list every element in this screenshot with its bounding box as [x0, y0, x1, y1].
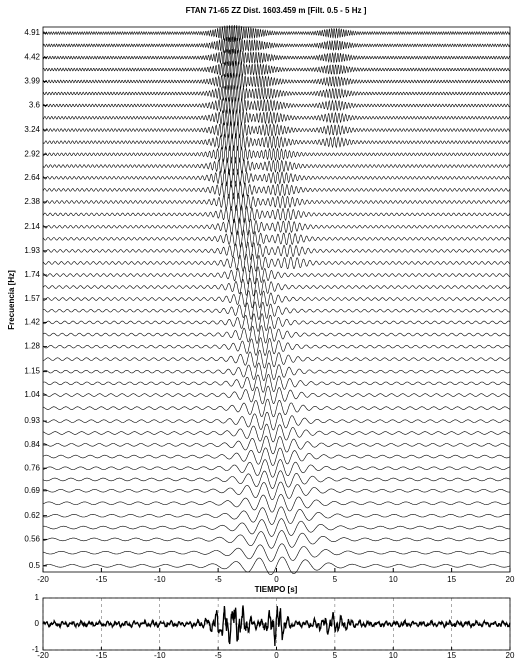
trace [42, 24, 511, 43]
trace [42, 72, 511, 91]
trace [42, 84, 511, 103]
x-tick-label: 5 [333, 651, 338, 660]
seismogram-trace [42, 605, 511, 647]
y-tick-label: 3.24 [24, 125, 40, 134]
trace [43, 265, 511, 285]
x-tick-label: 10 [389, 575, 398, 584]
trace [42, 60, 511, 79]
trace [42, 48, 511, 67]
trace [42, 145, 511, 164]
trace [43, 167, 510, 188]
trace [42, 556, 511, 575]
y-tick-label: 0.93 [24, 416, 40, 425]
trace [42, 447, 511, 466]
y-tick-label: 1.28 [24, 342, 40, 351]
y-tick-label: 0 [35, 619, 40, 628]
x-tick-label: -20 [37, 575, 49, 584]
chart-title: FTAN 71-65 ZZ Dist. 1603.459 m [Filt. 0.… [186, 6, 367, 15]
x-tick-label: 5 [333, 575, 338, 584]
y-tick-label: 1 [35, 593, 40, 602]
x-tick-label: 0 [274, 651, 279, 660]
trace [42, 374, 511, 393]
y-tick-label: 0.5 [29, 561, 41, 570]
trace [42, 481, 511, 501]
trace [42, 459, 511, 478]
trace [42, 289, 511, 309]
trace [42, 349, 510, 369]
y-tick-label: 1.57 [24, 294, 40, 303]
trace [42, 204, 511, 224]
trace [42, 301, 511, 321]
trace [42, 36, 511, 55]
y-tick-label: 2.92 [24, 149, 40, 158]
trace [42, 253, 511, 273]
trace [42, 506, 511, 525]
y-tick-label: 4.42 [24, 53, 40, 62]
y-tick-label: 0.84 [24, 440, 40, 449]
trace [42, 337, 511, 356]
y-tick-label: 0.62 [24, 511, 40, 520]
y-tick-label: 2.38 [24, 197, 40, 206]
trace [42, 411, 511, 431]
y-tick-label: 2.64 [24, 173, 40, 182]
trace [42, 277, 511, 297]
trace [43, 217, 510, 237]
x-tick-label: 20 [506, 651, 515, 660]
trace [42, 494, 511, 513]
x-tick-label: 10 [389, 651, 398, 660]
axes-frame [42, 26, 511, 573]
y-tick-label: 0.69 [24, 486, 40, 495]
trace [42, 325, 511, 344]
y-axis-label: Frecuencia [Hz] [7, 270, 16, 330]
axes-frame [42, 597, 511, 651]
x-tick-label: 20 [506, 575, 515, 584]
trace [42, 313, 511, 332]
trace [42, 229, 511, 249]
y-tick-label: 2.14 [24, 222, 40, 231]
trace [42, 385, 511, 405]
x-tick-label: -5 [215, 651, 223, 660]
trace [42, 180, 511, 200]
x-axis-label: TIEMPO [s] [255, 585, 298, 594]
trace [42, 120, 511, 139]
x-tick-label: 15 [447, 575, 456, 584]
trace [42, 192, 511, 212]
y-tick-label: 3.99 [24, 77, 40, 86]
trace [42, 241, 511, 261]
y-tick-label: -1 [32, 645, 40, 654]
x-tick-label: -15 [96, 651, 108, 660]
trace [42, 543, 511, 562]
trace [42, 423, 511, 443]
y-tick-label: 0.56 [24, 535, 40, 544]
y-tick-label: 0.76 [24, 463, 40, 472]
trace [42, 133, 511, 152]
x-tick-label: -20 [37, 651, 49, 660]
y-tick-label: 1.74 [24, 270, 40, 279]
x-tick-label: -10 [154, 575, 166, 584]
y-tick-label: 1.93 [24, 246, 40, 255]
x-tick-label: -5 [215, 575, 223, 584]
x-tick-label: 15 [447, 651, 456, 660]
trace [42, 398, 511, 418]
y-tick-label: 1.15 [24, 367, 40, 376]
trace [43, 518, 510, 537]
y-tick-label: 4.91 [24, 28, 40, 37]
trace [42, 362, 511, 381]
x-tick-label: -10 [154, 651, 166, 660]
y-tick-label: 1.42 [24, 318, 40, 327]
x-tick-label: -15 [96, 575, 108, 584]
trace [42, 96, 511, 115]
y-tick-label: 3.6 [29, 101, 41, 110]
y-tick-label: 1.04 [24, 390, 40, 399]
trace [42, 470, 511, 489]
trace [42, 107, 511, 127]
trace [42, 156, 511, 176]
x-tick-label: 0 [274, 575, 279, 584]
trace [42, 530, 511, 549]
trace [42, 435, 511, 455]
